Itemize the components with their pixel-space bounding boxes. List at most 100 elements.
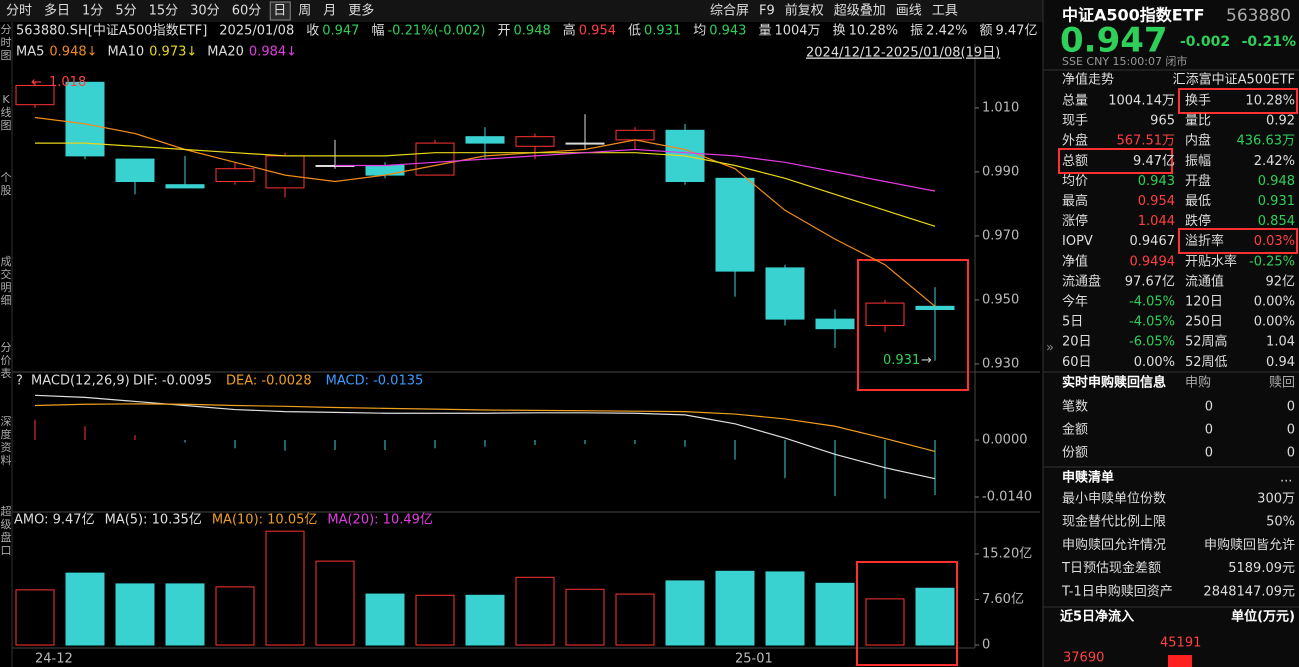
period-tab[interactable]: 更多 xyxy=(348,3,374,19)
field-value: 申购赎回皆允许 xyxy=(1204,537,1295,553)
period-tab[interactable]: 分时 xyxy=(6,4,32,19)
field-value: 436.63万 xyxy=(1237,134,1296,149)
nav-trend[interactable]: 净值走势 xyxy=(1062,72,1114,88)
period-tab[interactable]: 日 xyxy=(273,4,286,19)
x-tick-label: 24-12 xyxy=(35,652,73,667)
field-label: 60日 xyxy=(1062,355,1092,370)
field-value: 0 xyxy=(1287,446,1295,461)
volume-bar xyxy=(315,560,355,646)
quote-item: 额 xyxy=(979,24,992,39)
y-tick-label: 0.950 xyxy=(982,292,1019,307)
field-value: -4.05% xyxy=(1129,295,1175,310)
field-value: 0.9467 xyxy=(1130,234,1176,249)
legend: MA(20): 10.49亿 xyxy=(327,513,433,528)
period-tab[interactable]: 周 xyxy=(298,4,311,19)
field-value: 0 xyxy=(1205,423,1213,438)
candle-body xyxy=(165,184,205,189)
tool-button[interactable]: 工具 xyxy=(932,4,958,19)
period-tab[interactable]: 30分 xyxy=(190,4,220,19)
legend-value: 0.948↓ xyxy=(49,45,97,60)
field-value: 50% xyxy=(1266,515,1295,530)
period-tab[interactable]: 月 xyxy=(323,4,336,19)
section-title: 申赎清单 xyxy=(1062,470,1114,486)
more[interactable]: ... xyxy=(1280,471,1292,486)
tool-button[interactable]: 综合屏 xyxy=(710,4,749,19)
period-tab[interactable]: 15分 xyxy=(149,4,179,19)
field-label: 5日 xyxy=(1062,315,1083,330)
field-value: 0 xyxy=(1287,400,1295,415)
section-title: 近5日净流入 xyxy=(1060,609,1134,625)
period-tab[interactable]: 1分 xyxy=(82,4,103,19)
field-value: 2848147.09元 xyxy=(1203,584,1295,599)
volume-bar xyxy=(915,587,955,646)
quote-item: 0.954 xyxy=(579,24,616,39)
field-label: 振幅 xyxy=(1185,154,1211,169)
volume-bar xyxy=(365,593,405,646)
volume-bar xyxy=(715,570,755,646)
quote-item: 换 xyxy=(833,24,846,39)
period-tab[interactable]: 多日 xyxy=(44,3,70,19)
arrow: ← xyxy=(31,75,42,90)
legend: MACD: -0.0135 xyxy=(326,374,424,389)
field-label: 流通值 xyxy=(1185,273,1224,289)
quote-item: 1004万 xyxy=(774,24,820,39)
inflow-bar xyxy=(1168,655,1192,667)
field-label: IOPV xyxy=(1062,234,1093,249)
field-value: 0.943 xyxy=(1138,174,1175,189)
side-tab[interactable]: 分价表 xyxy=(1,341,12,380)
field-label: 笔数 xyxy=(1062,399,1088,415)
highlight-box xyxy=(1058,148,1173,174)
field-label: 申购赎回允许情况 xyxy=(1062,537,1166,553)
volume-bar xyxy=(765,571,805,646)
field-value: 0.9494 xyxy=(1130,254,1176,269)
side-tab[interactable]: 成交明细 xyxy=(1,255,12,307)
candle-body xyxy=(865,302,905,327)
macd-line xyxy=(34,394,936,480)
tool-button[interactable]: 画线 xyxy=(896,4,922,19)
side-tab[interactable]: 深度资料 xyxy=(1,415,12,467)
quote-item: 振 xyxy=(910,24,923,39)
tool-button[interactable]: 前复权 xyxy=(785,3,824,19)
legend-value: 0.984↓ xyxy=(249,45,297,60)
field-label: 涨停 xyxy=(1062,213,1088,229)
legend-title: MACD(12,26,9) xyxy=(31,374,130,389)
candle-body xyxy=(765,267,805,320)
inflow-value: 45191 xyxy=(1160,636,1201,651)
change-pct: -0.21% xyxy=(1242,34,1296,50)
field-value: 0.954 xyxy=(1138,194,1175,209)
quote-item: 幅 xyxy=(371,24,384,39)
period-tab[interactable]: 60分 xyxy=(232,4,262,19)
quote-item: 0.931 xyxy=(644,24,681,39)
volume-bar xyxy=(615,593,655,646)
volume-bar xyxy=(15,589,55,646)
side-tab[interactable]: 分时图 xyxy=(1,23,12,62)
side-tab[interactable]: K 线图 xyxy=(1,93,12,132)
y-tick-label: 15.20亿 xyxy=(982,546,1032,561)
tool-button[interactable]: 超级叠加 xyxy=(834,4,886,19)
date-range: 2024/12/12-2025/01/08(19日) xyxy=(806,46,1000,61)
candle-body xyxy=(915,305,955,311)
volume-bar xyxy=(215,586,255,646)
field-label: 最小申赎单位份数 xyxy=(1062,492,1166,507)
side-tab[interactable]: 超级盘口 xyxy=(1,504,12,557)
field-value: -6.05% xyxy=(1129,335,1175,350)
tool-button[interactable]: F9 xyxy=(759,4,775,19)
volume-bar xyxy=(665,580,705,646)
field-value: 0.00% xyxy=(1254,315,1295,330)
legend: MA(10): 10.05亿 xyxy=(212,513,318,528)
legend-name: MA5 xyxy=(16,45,44,60)
quote-item: 10.28% xyxy=(849,24,899,39)
quote-item: 0.943 xyxy=(709,24,746,39)
legend-name: MA20 xyxy=(207,45,244,60)
period-tab[interactable]: 5分 xyxy=(115,4,136,19)
candle-body xyxy=(565,142,605,145)
field-label: 内盘 xyxy=(1185,133,1211,149)
fund-name: 中证A500指数ETF xyxy=(1062,6,1205,25)
last-price: 0.947 xyxy=(1060,21,1168,61)
side-tab[interactable]: 个股 xyxy=(1,171,12,197)
quote-item: 量 xyxy=(758,24,771,39)
x-tick-label: 25-01 xyxy=(735,652,773,667)
expand-icon[interactable]: » xyxy=(1046,341,1054,356)
volume-bar xyxy=(65,572,105,646)
volume-bar xyxy=(565,588,605,646)
